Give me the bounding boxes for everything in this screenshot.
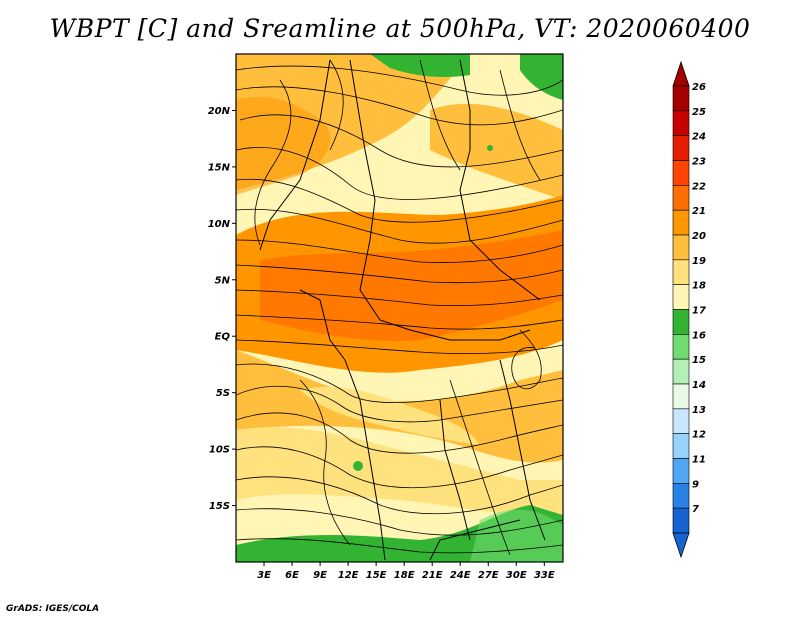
colorbar-segment <box>672 110 690 136</box>
longitude-axis: 3E 6E 9E 12E 15E 18E 21E 24E 27E 30E 33E <box>257 562 555 581</box>
colorbar-label: 7 <box>692 504 699 515</box>
colorbar-label: 22 <box>692 181 706 192</box>
lon-tick-label: 3E <box>257 570 271 581</box>
colorbar-segment <box>672 259 690 285</box>
lon-tick-label: 15E <box>366 570 387 581</box>
lat-tick-label: 10N <box>208 219 231 230</box>
colorbar-label: 16 <box>692 330 706 341</box>
colorbar-label: 21 <box>692 206 706 217</box>
colorbar-segment <box>672 358 690 385</box>
lon-tick-label: 6E <box>285 570 299 581</box>
colorbar-label: 12 <box>692 430 706 441</box>
colorbar-label: 25 <box>692 107 706 118</box>
colorbar-segment <box>672 408 690 434</box>
lat-tick-label: 5S <box>216 388 230 399</box>
lon-tick-label: 12E <box>338 570 359 581</box>
chart-title: WBPT [C] and Sreamline at 500hPa, VT: 20… <box>49 14 751 43</box>
streamlines <box>236 59 563 556</box>
wbpt-field <box>236 54 563 562</box>
colorbar: 26 25 24 23 22 21 20 19 18 17 16 15 14 13 12 11 9 7 <box>672 60 706 559</box>
colorbar-label: 18 <box>692 281 706 292</box>
colorbar-segment <box>672 234 690 261</box>
lon-tick-label: 30E <box>506 570 527 581</box>
colorbar-segment <box>672 185 690 211</box>
colorbar-top-arrow <box>672 60 690 87</box>
lon-tick-label: 9E <box>313 570 327 581</box>
colorbar-segment <box>672 160 690 186</box>
colorbar-label: 13 <box>692 405 706 416</box>
latitude-axis: 20N 15N 10N 5N EQ 5S 10S 15S <box>208 106 236 512</box>
colorbar-label: 20 <box>692 231 706 242</box>
lon-tick-label: 24E <box>450 570 471 581</box>
colorbar-segment <box>672 334 690 360</box>
colorbar-label: 11 <box>692 455 706 466</box>
colorbar-segment <box>672 284 690 310</box>
colorbar-bottom-arrow <box>672 532 690 559</box>
country-borders <box>259 59 546 561</box>
lon-tick-label: 18E <box>394 570 415 581</box>
colorbar-label: 9 <box>692 479 699 490</box>
lat-tick-label: 15N <box>208 162 231 173</box>
colorbar-label: 23 <box>692 157 706 168</box>
lat-tick-label: EQ <box>215 332 231 343</box>
colorbar-segment <box>672 483 690 509</box>
colorbar-label: 17 <box>692 306 706 317</box>
colorbar-segment <box>672 383 690 410</box>
colorbar-label: 19 <box>692 256 706 267</box>
lat-tick-label: 15S <box>209 501 230 512</box>
lat-tick-label: 5N <box>215 275 231 286</box>
colorbar-segment <box>672 209 690 236</box>
colorbar-label: 24 <box>692 132 706 143</box>
colorbar-segment <box>672 135 690 161</box>
colorbar-segment <box>672 458 690 484</box>
colorbar-label: 15 <box>692 355 706 366</box>
lon-tick-label: 33E <box>534 570 555 581</box>
credit-label: GrADS: IGES/COLA <box>6 604 100 614</box>
colorbar-segment <box>672 85 690 112</box>
colorbar-segment <box>672 433 690 459</box>
lon-tick-label: 27E <box>478 570 499 581</box>
lat-tick-label: 20N <box>208 106 231 117</box>
colorbar-label: 26 <box>692 82 706 93</box>
map-frame <box>235 53 564 563</box>
colorbar-segment <box>672 309 690 335</box>
colorbar-label: 14 <box>692 380 706 391</box>
colorbar-segment <box>672 507 690 534</box>
lat-tick-label: 10S <box>209 445 230 456</box>
lon-tick-label: 21E <box>422 570 443 581</box>
